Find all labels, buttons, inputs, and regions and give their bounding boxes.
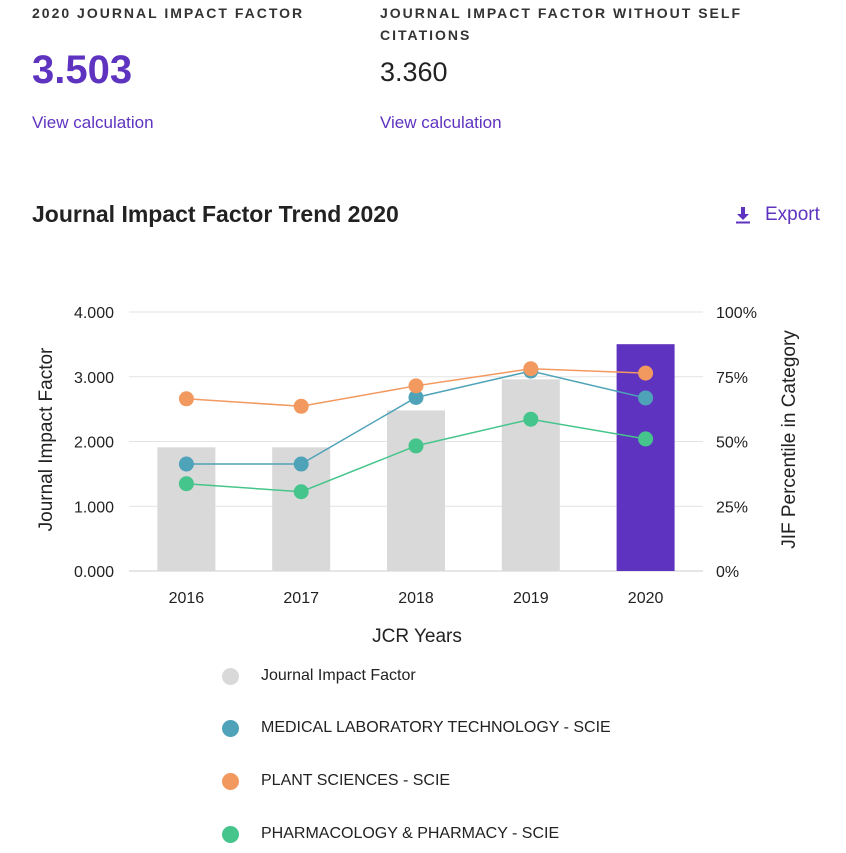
legend-item-medical-laboratory[interactable]: MEDICAL LABORATORY TECHNOLOGY - SCIE xyxy=(222,719,611,737)
y2-tick-label: 0% xyxy=(716,564,739,581)
legend-label-pharmacology: PHARMACOLOGY & PHARMACY - SCIE xyxy=(261,825,560,842)
legend-dot-medical-laboratory xyxy=(222,719,239,737)
jif-without-self-label: JOURNAL IMPACT FACTOR WITHOUT SELF CITAT… xyxy=(380,5,742,43)
series-point xyxy=(638,365,654,381)
jif-without-self-value: 3.360 xyxy=(380,57,448,87)
series-point xyxy=(178,391,194,407)
series-point xyxy=(523,411,539,427)
y-tick-label: 3.000 xyxy=(74,370,114,387)
legend-dot-pharmacology xyxy=(222,825,239,843)
series-point xyxy=(178,456,194,472)
chart-title: Journal Impact Factor Trend 2020 xyxy=(32,201,399,227)
jif-label: 2020 JOURNAL IMPACT FACTOR xyxy=(32,5,305,21)
jif-without-self-metric: JOURNAL IMPACT FACTOR WITHOUT SELF CITAT… xyxy=(380,0,800,90)
legend-item-pharmacology[interactable]: PHARMACOLOGY & PHARMACY - SCIE xyxy=(222,825,559,843)
series-point xyxy=(178,476,194,492)
legend-label-plant-sciences: PLANT SCIENCES - SCIE xyxy=(261,772,451,789)
y2-tick-label: 100% xyxy=(716,305,757,322)
x-tick-label: 2016 xyxy=(169,590,205,607)
series-point xyxy=(293,456,309,472)
y-tick-label: 1.000 xyxy=(74,499,114,516)
series-point xyxy=(293,398,309,414)
export-label: Export xyxy=(765,204,820,225)
series-point xyxy=(408,378,424,394)
series-point xyxy=(408,438,424,454)
x-axis-title: JCR Years xyxy=(372,626,462,647)
x-tick-label: 2019 xyxy=(513,590,549,607)
view-calculation-link-jif[interactable]: View calculation xyxy=(32,113,154,132)
export-button[interactable]: Export xyxy=(735,204,820,226)
bar xyxy=(501,379,560,571)
download-icon xyxy=(736,207,750,224)
jif-trend-chart: 0.000 1.000 2.000 3.000 4.000 0% 25% 50% 75% 100%… xyxy=(36,305,800,647)
y2-tick-label: 75% xyxy=(716,370,748,387)
jif-metric: 2020 JOURNAL IMPACT FACTOR 3.503 xyxy=(32,0,332,96)
legend-item-plant-sciences[interactable]: PLANT SCIENCES - SCIE xyxy=(222,772,450,790)
series-point xyxy=(523,361,539,377)
y2-tick-label: 50% xyxy=(716,435,748,452)
series-point xyxy=(638,390,654,406)
jif-value: 3.503 xyxy=(32,48,133,92)
y-axis-title: Journal Impact Factor xyxy=(36,347,57,531)
x-tick-label: 2020 xyxy=(628,590,664,607)
legend-item-jif[interactable]: Journal Impact Factor xyxy=(222,667,416,685)
series-point xyxy=(293,484,309,500)
legend-dot-plant-sciences xyxy=(222,772,239,790)
y2-tick-label: 25% xyxy=(716,499,748,516)
y-tick-label: 2.000 xyxy=(74,435,114,452)
y2-axis-title: JIF Percentile in Category xyxy=(779,330,800,549)
x-tick-label: 2017 xyxy=(283,590,319,607)
series-point xyxy=(638,431,654,447)
x-tick-label: 2018 xyxy=(398,590,434,607)
legend-dot-jif xyxy=(222,667,239,685)
bar-highlight xyxy=(616,344,675,571)
y-tick-label: 4.000 xyxy=(74,305,114,322)
legend-label-jif: Journal Impact Factor xyxy=(261,667,416,684)
series-point xyxy=(408,389,424,405)
y-tick-label: 0.000 xyxy=(74,564,114,581)
legend-label-medical-laboratory: MEDICAL LABORATORY TECHNOLOGY - SCIE xyxy=(261,719,611,736)
bar xyxy=(387,410,445,571)
view-calculation-link-jif-without-self[interactable]: View calculation xyxy=(380,113,502,132)
